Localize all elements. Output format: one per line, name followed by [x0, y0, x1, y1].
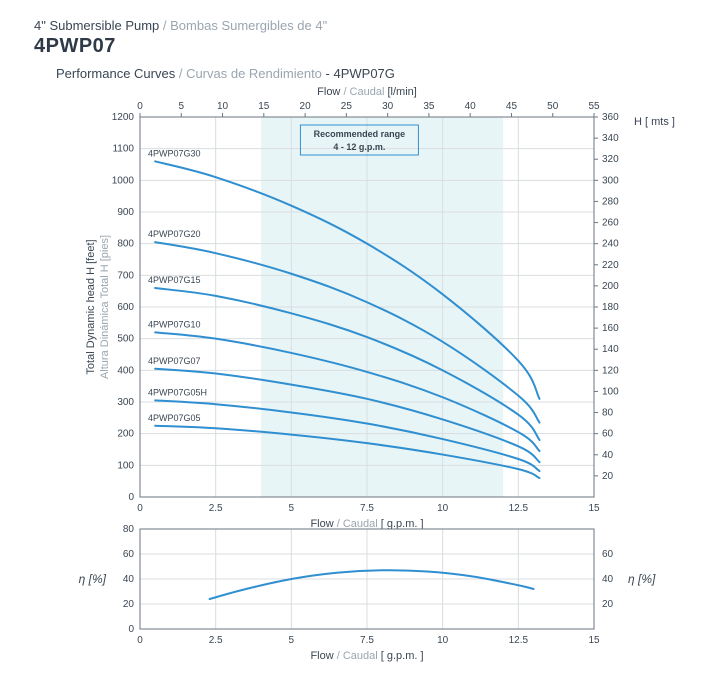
curve-label: 4PWP07G30: [148, 148, 201, 158]
ytick-label: 700: [117, 270, 134, 281]
xtick-label: 7.5: [360, 503, 374, 514]
recommended-box-text: Recommended range: [314, 129, 406, 139]
xtick-top-label: 40: [465, 101, 477, 112]
subtitle-suffix: - 4PWP07G: [322, 66, 395, 81]
ytick-right-label: 20: [602, 599, 614, 610]
eff-bottom-axis-title: Flow / Caudal [ g.p.m. ]: [310, 650, 423, 662]
ytick-label: 900: [117, 207, 134, 218]
title-en: 4" Submersible Pump: [34, 18, 159, 33]
ytick-label: 800: [117, 239, 134, 250]
performance-chart: 4PWP07G30 4PWP07G20 4PWP07G15 4PWP07G10 4PWP…: [34, 87, 694, 677]
ytick-right-label: 180: [602, 302, 619, 313]
xtick-label: 15: [588, 503, 600, 514]
ytick-label: 500: [117, 334, 134, 345]
svg-text:Total Dynamic head H [feet]: Total Dynamic head H [feet]: [85, 239, 97, 374]
ytick-right-label: 60: [602, 549, 614, 560]
ytick-label: 100: [117, 460, 134, 471]
ytick-right-label: 40: [602, 450, 614, 461]
xtick-top-label: 50: [547, 101, 559, 112]
xtick-top-label: 45: [506, 101, 518, 112]
xtick-label: 0: [137, 503, 143, 514]
ytick-right-label: 60: [602, 429, 614, 440]
top-axis-title: Flow / Caudal [l/min]: [317, 87, 417, 98]
curve-label: 4PWP07G15: [148, 275, 201, 285]
xtick-top-label: 15: [258, 101, 270, 112]
ytick-right-label: 360: [602, 112, 619, 123]
svg-text:Altura Dinámica Total H [pies]: Altura Dinámica Total H [pies]: [99, 235, 111, 379]
curve-label: 4PWP07G10: [148, 319, 201, 329]
left-axis-title: Total Dynamic head H [feet]Altura Dinámi…: [85, 235, 111, 379]
xtick-label: 12.5: [509, 503, 529, 514]
main-plot: 4PWP07G30 4PWP07G20 4PWP07G15 4PWP07G10 4PWP…: [85, 87, 675, 530]
subtitle: Performance Curves / Curvas de Rendimien…: [56, 66, 691, 81]
xtick-top-label: 35: [423, 101, 435, 112]
ytick-right-label: 140: [602, 344, 619, 355]
ytick-label: 20: [123, 599, 135, 610]
ytick-label: 300: [117, 397, 134, 408]
curve-label: 4PWP07G07: [148, 356, 201, 366]
title-es: Bombas Sumergibles de 4": [170, 18, 327, 33]
ytick-right-label: 100: [602, 386, 619, 397]
recommended-box-text: 4 - 12 g.p.m.: [333, 142, 385, 152]
ytick-right-label: 320: [602, 154, 619, 165]
curve-label: 4PWP07G05H: [148, 387, 207, 397]
ytick-right-label: 200: [602, 281, 619, 292]
subtitle-es: Curvas de Rendimiento: [186, 66, 322, 81]
page: { "header": { "line1_en": "4\" Submersib…: [0, 0, 711, 700]
ytick-label: 60: [123, 549, 135, 560]
ytick-label: 0: [128, 492, 134, 503]
bottom-axis-title: Flow / Caudal [ g.p.m. ]: [310, 518, 423, 530]
ytick-label: 1200: [112, 112, 135, 123]
efficiency-plot: 0 20 40 60 80 20 40 60 0 2.5 5 7.5 10 12.5 15 η [%] η [%…: [79, 524, 656, 662]
ytick-right-label: 280: [602, 196, 619, 207]
xtick-label: 5: [289, 503, 295, 514]
ytick-label: 600: [117, 302, 134, 313]
ytick-right-label: 160: [602, 323, 619, 334]
xtick-label: 12.5: [509, 635, 529, 646]
ytick-label: 1100: [112, 144, 134, 155]
ytick-right-label: 20: [602, 471, 614, 482]
xtick-top-label: 30: [382, 101, 394, 112]
xtick-label: 10: [437, 503, 449, 514]
xtick-label: 5: [289, 635, 295, 646]
xtick-label: 0: [137, 635, 143, 646]
ytick-right-label: 220: [602, 260, 619, 271]
xtick-top-label: 20: [300, 101, 312, 112]
xtick-top-label: 5: [178, 101, 184, 112]
ytick-right-label: 240: [602, 239, 619, 250]
curve-label: 4PWP07G05: [148, 413, 201, 423]
model-number: 4PWP07: [34, 35, 691, 58]
ytick-right-label: 40: [602, 574, 614, 585]
xtick-label: 2.5: [209, 503, 223, 514]
xtick-label: 2.5: [209, 635, 223, 646]
ytick-label: 1000: [112, 175, 135, 186]
title-block: 4" Submersible Pump / Bombas Sumergibles…: [34, 18, 691, 58]
title-line-1: 4" Submersible Pump / Bombas Sumergibles…: [34, 18, 691, 33]
ytick-right-label: 120: [602, 365, 619, 376]
ytick-label: 200: [117, 429, 134, 440]
subtitle-en: Performance Curves: [56, 66, 175, 81]
xtick-top-label: 25: [341, 101, 353, 112]
ytick-label: 80: [123, 524, 135, 535]
ytick-label: 400: [117, 365, 134, 376]
ytick-label: 0: [128, 624, 134, 635]
ytick-right-label: 300: [602, 175, 619, 186]
ytick-right-label: 260: [602, 218, 619, 229]
xtick-top-label: 55: [588, 101, 600, 112]
curve-label: 4PWP07G20: [148, 229, 201, 239]
xtick-top-label: 0: [137, 101, 143, 112]
xtick-label: 7.5: [360, 635, 374, 646]
xtick-label: 15: [588, 635, 600, 646]
title-sep: /: [159, 18, 170, 33]
right-axis-title: H [ mts ]: [634, 116, 675, 128]
xtick-label: 10: [437, 635, 449, 646]
subtitle-sep: /: [175, 66, 186, 81]
ytick-label: 40: [123, 574, 135, 585]
xtick-top-label: 10: [217, 101, 229, 112]
eta-label-right: η [%]: [628, 572, 656, 586]
ytick-right-label: 340: [602, 133, 619, 144]
eta-label-left: η [%]: [79, 572, 107, 586]
ytick-right-label: 80: [602, 408, 614, 419]
efficiency-curve: [210, 570, 534, 599]
